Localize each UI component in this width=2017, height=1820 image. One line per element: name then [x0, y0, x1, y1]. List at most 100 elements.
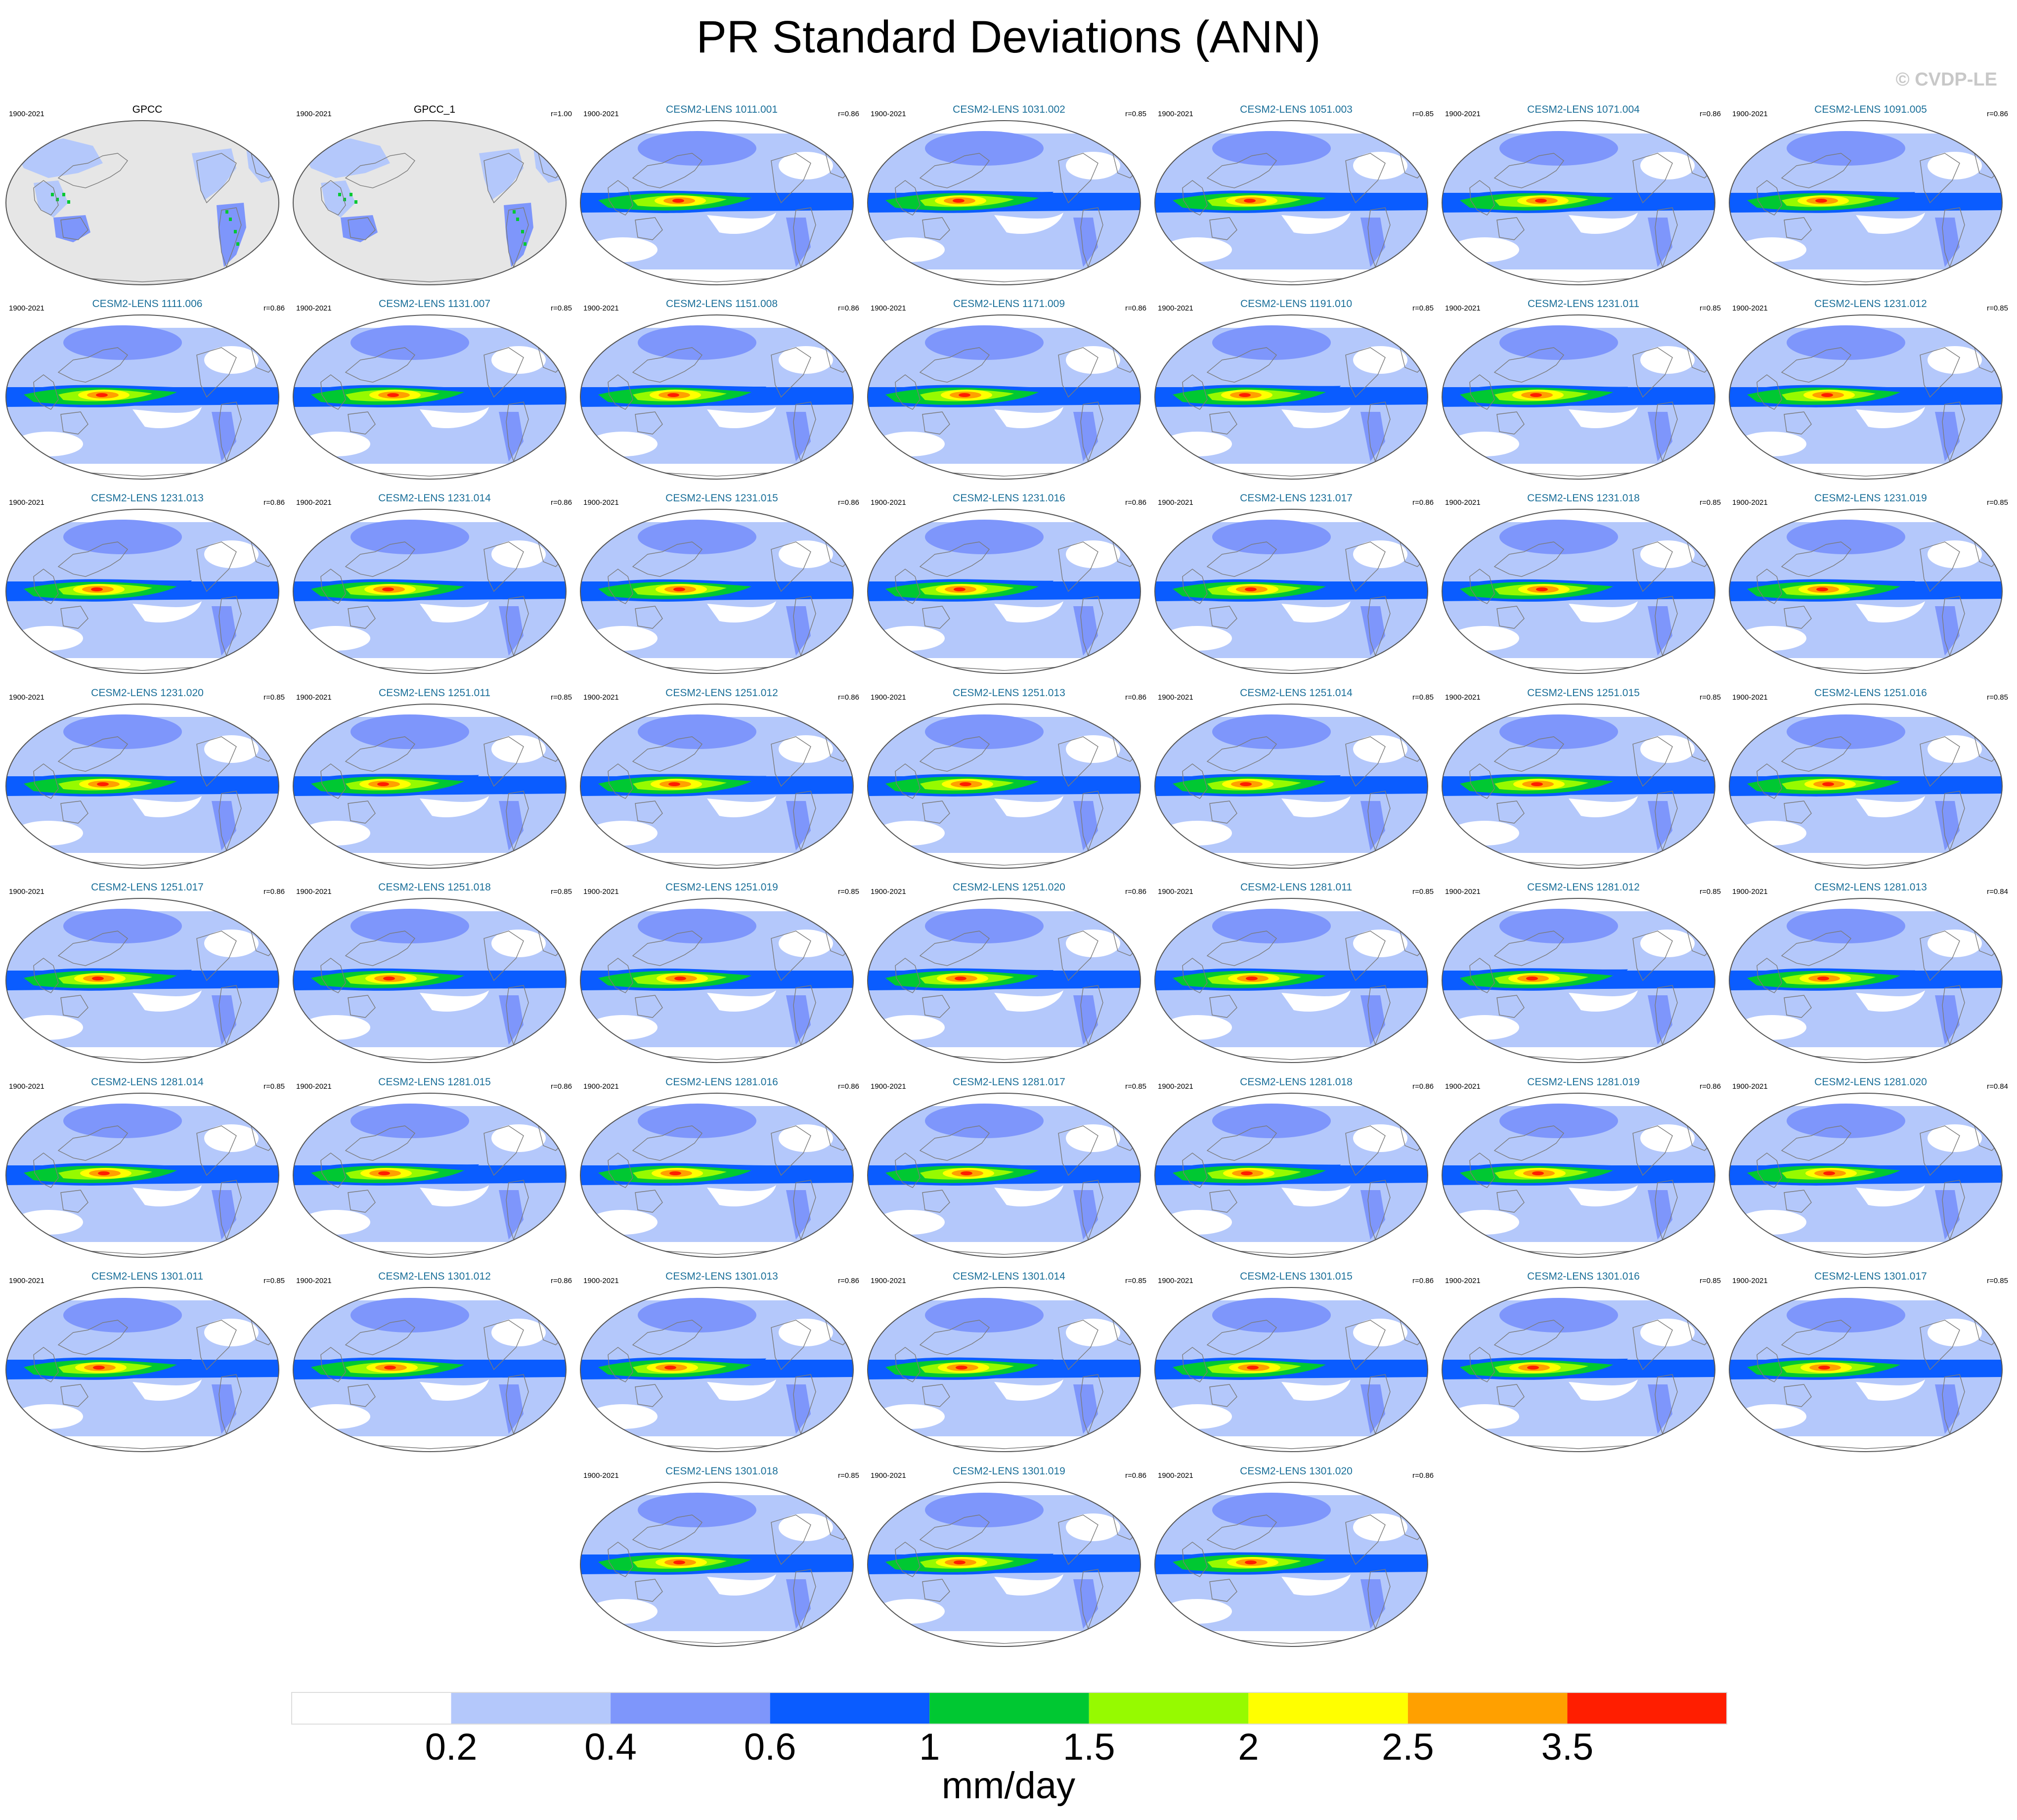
map-panel: CESM2-LENS 1251.013 1900-2021 r=0.86	[866, 687, 1152, 883]
panel-correlation: r=0.85	[1412, 888, 1434, 896]
precip-std-map	[1442, 314, 1715, 480]
panel-title: CESM2-LENS 1091.005	[1814, 104, 1927, 115]
panel-period: 1900-2021	[583, 1277, 619, 1285]
panel-period: 1900-2021	[9, 304, 44, 312]
colorbar-swatch	[1248, 1692, 1408, 1724]
panel-title: CESM2-LENS 1251.015	[1527, 687, 1640, 699]
panel-period: 1900-2021	[9, 1277, 44, 1285]
map-panel: CESM2-LENS 1301.014 1900-2021 r=0.85	[866, 1271, 1152, 1466]
map-panel: CESM2-LENS 1231.017 1900-2021 r=0.86	[1153, 492, 1440, 688]
colorbar-tick-label: 1.5	[1062, 1726, 1115, 1768]
map-panel: CESM2-LENS 1231.011 1900-2021 r=0.85	[1440, 298, 1727, 493]
colorbar-swatch	[611, 1692, 770, 1724]
panel-correlation: r=0.85	[551, 304, 572, 312]
panel-title: CESM2-LENS 1231.015	[665, 492, 778, 504]
panel-period: 1900-2021	[1445, 1277, 1481, 1285]
panel-period: 1900-2021	[871, 498, 906, 507]
map-panel: CESM2-LENS 1191.010 1900-2021 r=0.85	[1153, 298, 1440, 493]
panel-period: 1900-2021	[1445, 693, 1481, 702]
panel-period: 1900-2021	[1158, 888, 1193, 896]
panel-period: 1900-2021	[296, 888, 332, 896]
panel-title: CESM2-LENS 1301.012	[378, 1271, 491, 1282]
panel-period: 1900-2021	[9, 1082, 44, 1091]
panel-correlation: r=0.84	[1987, 1082, 2008, 1091]
precip-std-map	[293, 1287, 567, 1452]
panel-title: CESM2-LENS 1231.020	[91, 687, 204, 699]
panel-correlation: r=0.85	[1125, 110, 1146, 118]
map-panel: CESM2-LENS 1231.020 1900-2021 r=0.85	[4, 687, 291, 883]
panel-correlation: r=0.85	[1412, 110, 1434, 118]
precip-std-map	[867, 1287, 1141, 1452]
precip-std-map	[1154, 1287, 1428, 1452]
colorbar-units: mm/day	[941, 1765, 1076, 1807]
precip-std-map	[5, 509, 279, 674]
precip-std-map	[1729, 314, 2003, 480]
panel-title: CESM2-LENS 1251.017	[91, 882, 204, 893]
panel-correlation: r=0.85	[1987, 304, 2008, 312]
panel-title: CESM2-LENS 1231.011	[1527, 298, 1640, 310]
map-panel: CESM2-LENS 1251.014 1900-2021 r=0.85	[1153, 687, 1440, 883]
panel-title: CESM2-LENS 1071.004	[1527, 104, 1640, 115]
precip-std-map	[580, 1482, 854, 1647]
map-panel: CESM2-LENS 1031.002 1900-2021 r=0.85	[866, 104, 1152, 299]
panel-title: CESM2-LENS 1301.016	[1527, 1271, 1640, 1282]
panel-correlation: r=0.85	[1125, 1277, 1146, 1285]
panel-period: 1900-2021	[296, 1082, 332, 1091]
precip-std-map	[867, 509, 1141, 674]
panel-title: CESM2-LENS 1231.014	[378, 492, 491, 504]
panel-period: 1900-2021	[1732, 1277, 1768, 1285]
precip-std-map	[1154, 898, 1428, 1063]
map-panel: CESM2-LENS 1281.019 1900-2021 r=0.86	[1440, 1076, 1727, 1272]
panel-period: 1900-2021	[1445, 498, 1481, 507]
map-panel: CESM2-LENS 1281.020 1900-2021 r=0.84	[1727, 1076, 2014, 1272]
panel-title: CESM2-LENS 1301.019	[953, 1465, 1065, 1477]
map-panel: CESM2-LENS 1281.018 1900-2021 r=0.86	[1153, 1076, 1440, 1272]
panel-correlation: r=0.85	[1700, 304, 1721, 312]
panel-title: CESM2-LENS 1301.011	[91, 1271, 204, 1282]
panel-period: 1900-2021	[871, 693, 906, 702]
panel-title: GPCC	[132, 104, 163, 115]
map-panel: CESM2-LENS 1231.014 1900-2021 r=0.86	[291, 492, 578, 688]
panel-period: 1900-2021	[583, 1082, 619, 1091]
panel-period: 1900-2021	[1732, 888, 1768, 896]
panel-title: CESM2-LENS 1231.018	[1527, 492, 1640, 504]
panel-correlation: r=0.86	[838, 110, 859, 118]
panel-period: 1900-2021	[1445, 304, 1481, 312]
panel-title: CESM2-LENS 1171.009	[953, 298, 1065, 310]
map-panel: CESM2-LENS 1301.011 1900-2021 r=0.85	[4, 1271, 291, 1466]
panel-correlation: r=0.86	[263, 498, 285, 507]
precip-std-map	[1442, 1287, 1715, 1452]
panel-title: CESM2-LENS 1031.002	[953, 104, 1065, 115]
map-panel: GPCC_1 1900-2021 r=1.00	[291, 104, 578, 299]
precip-std-map	[293, 314, 567, 480]
map-panel: CESM2-LENS 1171.009 1900-2021 r=0.86	[866, 298, 1152, 493]
map-panel: CESM2-LENS 1301.012 1900-2021 r=0.86	[291, 1271, 578, 1466]
precip-std-map	[1729, 509, 2003, 674]
panel-period: 1900-2021	[1732, 1082, 1768, 1091]
watermark: © CVDP-LE	[1895, 69, 1997, 90]
panel-period: 1900-2021	[1732, 110, 1768, 118]
panel-period: 1900-2021	[1158, 110, 1193, 118]
panel-title: CESM2-LENS 1131.007	[378, 298, 491, 310]
panel-correlation: r=0.85	[263, 1277, 285, 1285]
map-panel: CESM2-LENS 1111.006 1900-2021 r=0.86	[4, 298, 291, 493]
colorbar-labels: 0.2 0.4 0.6 1 1.5 2 2.5 3.5	[0, 1726, 2017, 1770]
precip-std-map	[1729, 704, 2003, 869]
panel-correlation: r=0.86	[1700, 1082, 1721, 1091]
panel-correlation: r=0.86	[1125, 498, 1146, 507]
map-panel: CESM2-LENS 1301.017 1900-2021 r=0.85	[1727, 1271, 2014, 1466]
panel-correlation: r=0.85	[1700, 888, 1721, 896]
colorbar-tick-label: 0.4	[584, 1726, 637, 1768]
map-panel: CESM2-LENS 1281.012 1900-2021 r=0.85	[1440, 882, 1727, 1077]
panel-period: 1900-2021	[583, 888, 619, 896]
panel-period: 1900-2021	[1445, 110, 1481, 118]
precip-std-map	[1442, 704, 1715, 869]
panel-correlation: r=0.85	[1700, 1277, 1721, 1285]
panel-title: CESM2-LENS 1281.013	[1814, 882, 1927, 893]
panel-correlation: r=0.86	[1987, 110, 2008, 118]
map-panel: CESM2-LENS 1251.020 1900-2021 r=0.86	[866, 882, 1152, 1077]
map-panel: CESM2-LENS 1301.018 1900-2021 r=0.85	[578, 1465, 865, 1661]
panel-period: 1900-2021	[871, 1082, 906, 1091]
panel-period: 1900-2021	[1158, 304, 1193, 312]
panel-correlation: r=0.86	[263, 304, 285, 312]
